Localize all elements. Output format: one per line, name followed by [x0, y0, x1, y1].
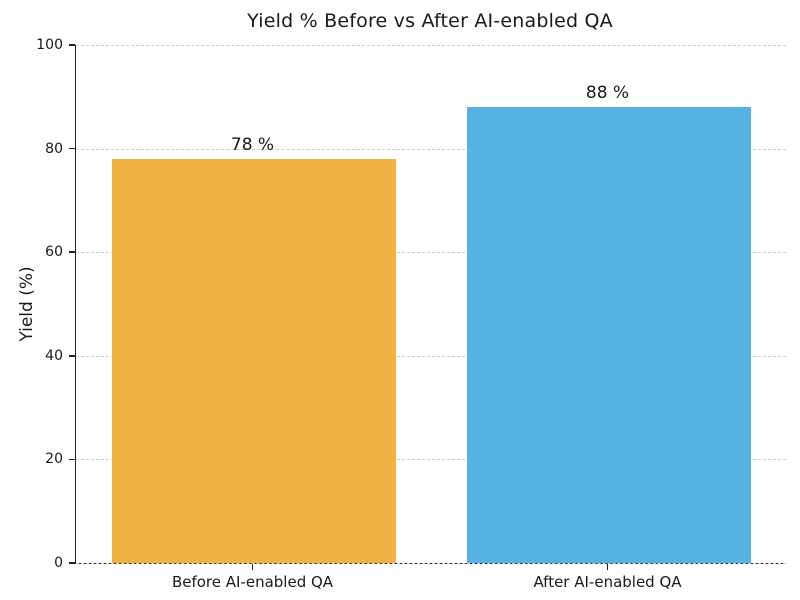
- x-tick-label-after: After AI-enabled QA: [533, 573, 682, 591]
- y-tick-mark: [69, 562, 75, 564]
- y-tick-mark: [69, 355, 75, 357]
- gridline-y-40: [76, 355, 786, 357]
- y-tick-mark: [69, 147, 75, 150]
- y-tick-mark: [69, 251, 75, 253]
- x-tick-label-before: Before AI-enabled QA: [171, 573, 334, 591]
- bar-value-label: 78 %: [230, 134, 275, 155]
- bar-before: [111, 158, 396, 563]
- chart-title: Yield % Before vs After AI-enabled QA: [247, 10, 613, 32]
- y-tick-label-100: 100: [36, 37, 63, 53]
- y-axis-label: Yield (%): [17, 266, 37, 342]
- x-tick-mark: [251, 564, 254, 570]
- gridline-y-80: [76, 148, 786, 150]
- y-tick-label-80: 80: [45, 140, 63, 157]
- x-tick-mark: [606, 564, 609, 570]
- y-tick-label-60: 60: [45, 244, 63, 261]
- gridline-y-100: [76, 45, 786, 46]
- plot-area: [75, 45, 786, 564]
- y-tick-label-0: 0: [54, 555, 63, 571]
- y-tick-label-20: 20: [45, 451, 63, 468]
- gridline-y-20: [76, 459, 786, 461]
- gridline-y-60: [76, 252, 786, 254]
- y-tick-mark: [69, 44, 75, 46]
- y-tick-mark: [69, 458, 75, 461]
- bar-after: [466, 107, 751, 563]
- gridline-y-0: [76, 563, 786, 564]
- bar-value-label: 88 %: [585, 83, 630, 104]
- y-tick-label-40: 40: [45, 347, 63, 364]
